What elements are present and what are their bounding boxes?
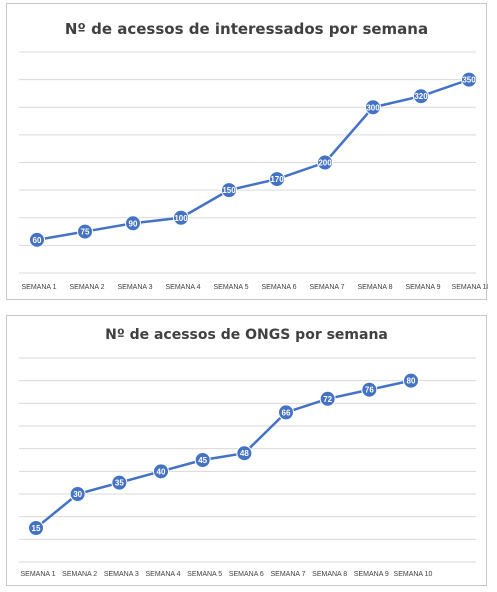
data-label: 76 [365,386,374,395]
data-label: 75 [81,228,90,237]
data-label: 45 [198,456,207,465]
data-point [236,445,253,462]
x-axis-labels: SEMANA 1 SEMANA 2 SEMANA 3 SEMANA 4 SEMANA 5… [20,571,432,578]
x-tick-label: SEMANA 6 [261,284,296,291]
data-point [153,463,169,480]
data-point [28,520,44,536]
data-point [111,474,128,491]
x-tick-label: SEMANA 9 [354,571,389,578]
data-label: 200 [318,159,332,168]
x-tick-label: SEMANA 1 [20,571,55,578]
data-label: 35 [115,479,124,488]
data-point [413,88,429,105]
data-label: 72 [323,395,332,404]
data-label: 60 [33,236,42,245]
x-tick-label: SEMANA 1 [21,284,56,291]
data-point [317,154,333,171]
x-tick-label: SEMANA 3 [117,284,152,291]
x-tick-label: SEMANA 4 [145,571,180,578]
data-label: 66 [282,408,291,417]
chart-title: Nº de acessos de ONGS por semana [105,327,388,343]
data-label: 30 [73,490,82,499]
x-tick-label: SEMANA 9 [405,284,440,291]
chart-panel-ongs: Nº de acessos de ONGS por semana SEMANA … [6,315,487,586]
data-point [269,171,285,188]
data-point [29,231,45,248]
series-line [36,78,470,242]
data-point [319,390,336,407]
x-tick-label: SEMANA 6 [229,571,264,578]
data-label: 100 [174,214,188,223]
gridlines [19,51,476,274]
x-tick-label: SEMANA 7 [270,571,305,578]
chart-panel-interessados: Nº de acessos de interessados por semana… [6,3,488,300]
data-point [221,182,237,199]
data-point [194,452,211,468]
x-tick-label: SEMANA 4 [165,284,200,291]
data-label: 90 [129,219,138,228]
data-point [125,215,141,232]
x-tick-label: SEMANA 7 [309,284,344,291]
data-point [69,486,86,502]
data-point [77,223,93,240]
x-tick-label: SEMANA 8 [357,284,392,291]
x-tick-label: SEMANA 10 [394,571,433,578]
x-tick-label: SEMANA 3 [104,571,139,578]
data-point [403,372,419,389]
data-point [461,71,477,88]
data-label: 80 [407,377,416,386]
data-label: 320 [414,92,428,101]
data-label: 150 [222,186,236,195]
x-tick-label: SEMANA 10 [452,284,488,291]
data-point [173,209,189,226]
x-tick-label: SEMANA 5 [187,571,222,578]
data-label: 48 [240,449,249,458]
data-label: 170 [270,175,284,184]
data-label: 40 [157,467,166,476]
data-point [361,381,378,398]
data-label: 15 [32,524,41,533]
x-axis-labels: SEMANA 1 SEMANA 2 SEMANA 3 SEMANA 4 SEMANA 5… [21,284,488,291]
x-tick-label: SEMANA 8 [312,571,347,578]
x-tick-label: SEMANA 2 [69,284,104,291]
chart-title: Nº de acessos de interessados por semana [64,20,429,38]
data-point [365,99,381,116]
line-chart-interessados: SEMANA 1 SEMANA 2 SEMANA 3 SEMANA 4 SEMANA 5… [19,51,488,291]
x-tick-label: SEMANA 5 [213,284,248,291]
line-chart-ongs: SEMANA 1 SEMANA 2 SEMANA 3 SEMANA 4 SEMANA 5… [19,357,476,578]
series-line [35,379,412,529]
data-label: 350 [462,76,476,85]
data-point [278,404,294,421]
x-tick-label: SEMANA 2 [62,571,97,578]
data-label: 300 [366,103,380,112]
